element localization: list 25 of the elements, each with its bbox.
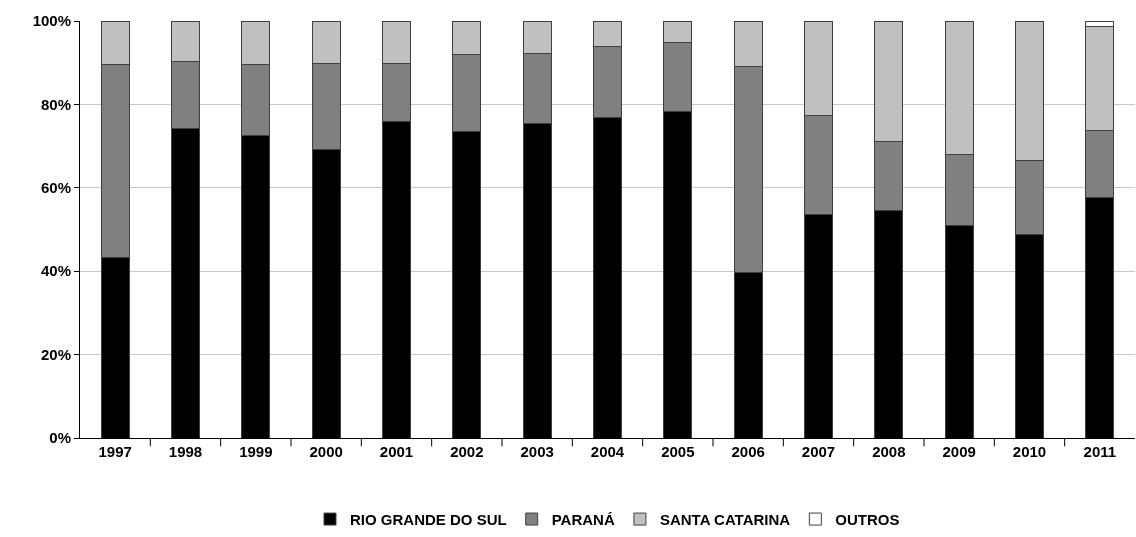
x-tick-label: 2004 <box>590 443 625 460</box>
x-tick-label: 1999 <box>239 443 273 460</box>
x-tick-label: 2001 <box>379 443 414 460</box>
x-tick-label: 2011 <box>1083 443 1117 460</box>
y-tick-label: 100% <box>32 12 71 30</box>
x-tick-label: 2007 <box>801 443 836 460</box>
x-tick-label: 2009 <box>942 443 976 460</box>
legend-label: OUTROS <box>835 510 900 528</box>
y-tick-label: 60% <box>40 179 71 197</box>
x-tick-label: 1998 <box>168 443 203 460</box>
x-tick-label: 2008 <box>872 443 906 460</box>
x-tick-label: 1997 <box>98 443 132 460</box>
x-tick-label: 2010 <box>1012 443 1047 460</box>
y-tick-label: 20% <box>40 345 71 363</box>
y-tick-label: 0% <box>49 429 71 447</box>
x-tick-label: 2005 <box>661 443 695 460</box>
x-tick-label: 2000 <box>309 443 343 460</box>
legend-label: RIO GRANDE DO SUL <box>350 510 507 528</box>
legend-label: PARANÁ <box>551 510 615 528</box>
y-tick-label: 80% <box>40 95 71 113</box>
x-tick-label: 2006 <box>731 443 765 460</box>
y-tick-label: 40% <box>40 262 71 280</box>
legend-label: SANTA CATARINA <box>659 510 791 528</box>
x-tick-label: 2003 <box>520 443 554 460</box>
x-tick-label: 2002 <box>450 443 484 460</box>
